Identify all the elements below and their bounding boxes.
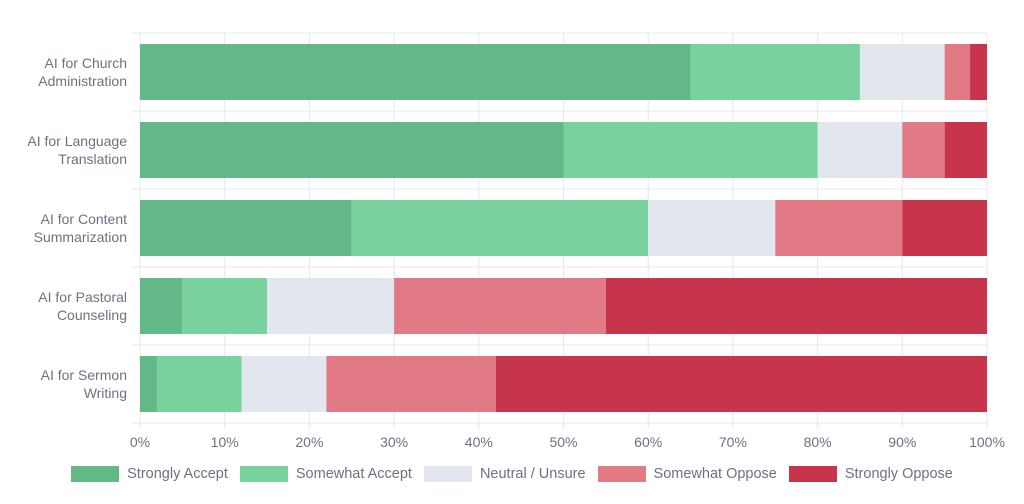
bar-segment-strongly-accept — [140, 356, 157, 412]
bar-segment-strongly-oppose — [902, 200, 987, 256]
legend-swatch — [788, 466, 837, 482]
bar-segment-neutral-unsure — [267, 278, 395, 334]
bar-segment-somewhat-oppose — [394, 278, 606, 334]
legend-item: Strongly Oppose — [788, 466, 953, 482]
category-label: Counseling — [57, 307, 127, 323]
category-label: AI for Church — [45, 55, 127, 71]
legend-label: Strongly Accept — [127, 466, 228, 482]
legend-label: Neutral / Unsure — [479, 466, 586, 482]
legend-swatch — [423, 466, 472, 482]
bar-segment-strongly-oppose — [605, 278, 987, 334]
bar-segment-strongly-accept — [140, 278, 183, 334]
legend-swatch — [239, 466, 288, 482]
bar-segment-somewhat-oppose — [775, 200, 903, 256]
legend-item: Somewhat Oppose — [597, 466, 777, 482]
category-label: Writing — [84, 385, 127, 401]
legend-item: Neutral / Unsure — [423, 466, 586, 482]
category-label: Administration — [38, 73, 127, 89]
x-tick-label: 60% — [634, 434, 662, 450]
bar-segment-strongly-oppose — [944, 122, 987, 178]
legend-swatch — [71, 466, 120, 482]
x-tick-label: 100% — [969, 434, 1005, 450]
legend-swatch — [597, 466, 646, 482]
x-tick-label: 80% — [804, 434, 832, 450]
bar-segment-somewhat-accept — [351, 200, 649, 256]
bar-segment-neutral-unsure — [817, 122, 903, 178]
bar-segment-neutral-unsure — [648, 200, 776, 256]
bar-segment-somewhat-accept — [156, 356, 242, 412]
bar-segment-somewhat-oppose — [902, 122, 945, 178]
x-tick-label: 10% — [211, 434, 239, 450]
legend: Strongly Accept Somewhat Accept Neutral / … — [0, 466, 1024, 482]
x-tick-label: 90% — [888, 434, 916, 450]
bar-segment-somewhat-accept — [690, 44, 860, 100]
legend-label: Strongly Oppose — [844, 466, 953, 482]
bar-segment-somewhat-oppose — [326, 356, 496, 412]
legend-label: Somewhat Accept — [295, 466, 412, 482]
category-label: AI for Pastoral — [38, 289, 127, 305]
category-label: Summarization — [34, 229, 127, 245]
x-tick-label: 30% — [380, 434, 408, 450]
bar-segment-strongly-oppose — [495, 356, 987, 412]
x-tick-label: 40% — [465, 434, 493, 450]
bar-segment-somewhat-oppose — [944, 44, 971, 100]
legend-label: Somewhat Oppose — [653, 466, 777, 482]
category-label: AI for Language — [27, 133, 127, 149]
x-tick-label: 50% — [549, 434, 577, 450]
category-label: AI for Sermon — [41, 367, 127, 383]
bar-segment-strongly-oppose — [970, 44, 987, 100]
bar-segment-strongly-accept — [140, 122, 564, 178]
bar-segment-somewhat-accept — [563, 122, 818, 178]
bar-segment-strongly-accept — [140, 200, 352, 256]
stacked-bar-chart: 0% 10% 20% 30% 40% 50% 60% 70% 80% 90% 100% AI for … — [27, 32, 1005, 450]
bar-segment-somewhat-accept — [182, 278, 268, 334]
bar-segment-strongly-accept — [140, 44, 691, 100]
category-label: Translation — [58, 151, 127, 167]
bar-segment-neutral-unsure — [859, 44, 945, 100]
bar-segment-neutral-unsure — [241, 356, 327, 412]
x-tick-label: 70% — [719, 434, 747, 450]
x-tick-label: 0% — [130, 434, 150, 450]
legend-item: Somewhat Accept — [239, 466, 412, 482]
legend-item: Strongly Accept — [71, 466, 228, 482]
x-tick-label: 20% — [295, 434, 323, 450]
category-label: AI for Content — [41, 211, 127, 227]
